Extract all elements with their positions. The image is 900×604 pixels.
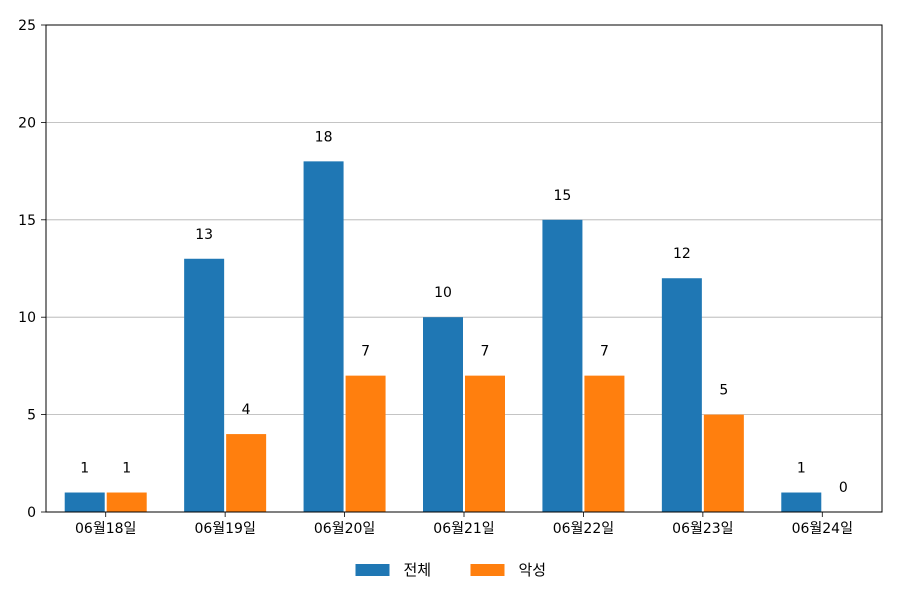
legend-label-0: 전체 — [404, 561, 432, 579]
bar-1-2 — [345, 375, 386, 512]
y-tick-label-4: 20 — [18, 115, 36, 131]
x-tick-label-0: 06월18일 — [75, 521, 136, 537]
data-label-0-0: 1 — [80, 461, 89, 477]
data-label-1-2: 7 — [361, 344, 370, 360]
bar-1-5 — [703, 414, 744, 512]
data-label-0-2: 18 — [315, 129, 333, 145]
data-label-0-5: 12 — [673, 246, 691, 262]
data-label-1-0: 1 — [122, 461, 131, 477]
x-tick-label-6: 06월24일 — [792, 521, 853, 537]
data-label-1-1: 4 — [242, 402, 251, 418]
legend-swatch-0 — [355, 564, 390, 576]
bar-0-5 — [661, 278, 702, 512]
data-label-1-6: 0 — [839, 480, 848, 496]
data-label-1-3: 7 — [481, 344, 490, 360]
x-tick-label-4: 06월22일 — [553, 521, 614, 537]
x-tick-label-1: 06월19일 — [194, 521, 255, 537]
bar-0-2 — [303, 161, 344, 513]
x-tick-label-5: 06월23일 — [672, 521, 733, 537]
y-tick-label-3: 15 — [18, 213, 36, 229]
data-label-0-4: 15 — [554, 188, 572, 204]
y-tick-label-0: 0 — [27, 505, 36, 521]
x-tick-label-2: 06월20일 — [314, 521, 375, 537]
y-tick-label-1: 5 — [27, 408, 36, 424]
data-label-0-3: 10 — [434, 285, 452, 301]
bar-0-0 — [64, 492, 105, 512]
bar-1-3 — [465, 375, 505, 512]
bar-0-1 — [184, 258, 225, 512]
bar-1-1 — [226, 434, 267, 512]
bar-1-0 — [106, 492, 147, 512]
x-tick-label-3: 06월21일 — [433, 521, 494, 537]
legend: 전체 악성 — [355, 561, 547, 579]
bar-0-3 — [423, 317, 463, 512]
legend-label-1: 악성 — [519, 561, 547, 579]
gridlines — [46, 122, 882, 416]
y-tick-label-2: 10 — [18, 310, 36, 326]
bar-0-4 — [542, 219, 583, 513]
data-label-0-1: 13 — [195, 227, 213, 243]
legend-swatch-1 — [470, 564, 505, 576]
axes: 06월18일 06월19일 06월20일 06월21일 06월22일 06월23일 06월2… — [18, 18, 883, 537]
data-label-0-6: 1 — [797, 461, 806, 477]
bar-1-4 — [584, 375, 625, 512]
plot-frame — [45, 24, 883, 513]
y-tick-label-5: 25 — [18, 18, 36, 34]
data-label-1-4: 7 — [600, 344, 609, 360]
bar-0-6 — [781, 492, 822, 512]
bars — [64, 161, 822, 513]
data-label-1-5: 5 — [719, 383, 728, 399]
